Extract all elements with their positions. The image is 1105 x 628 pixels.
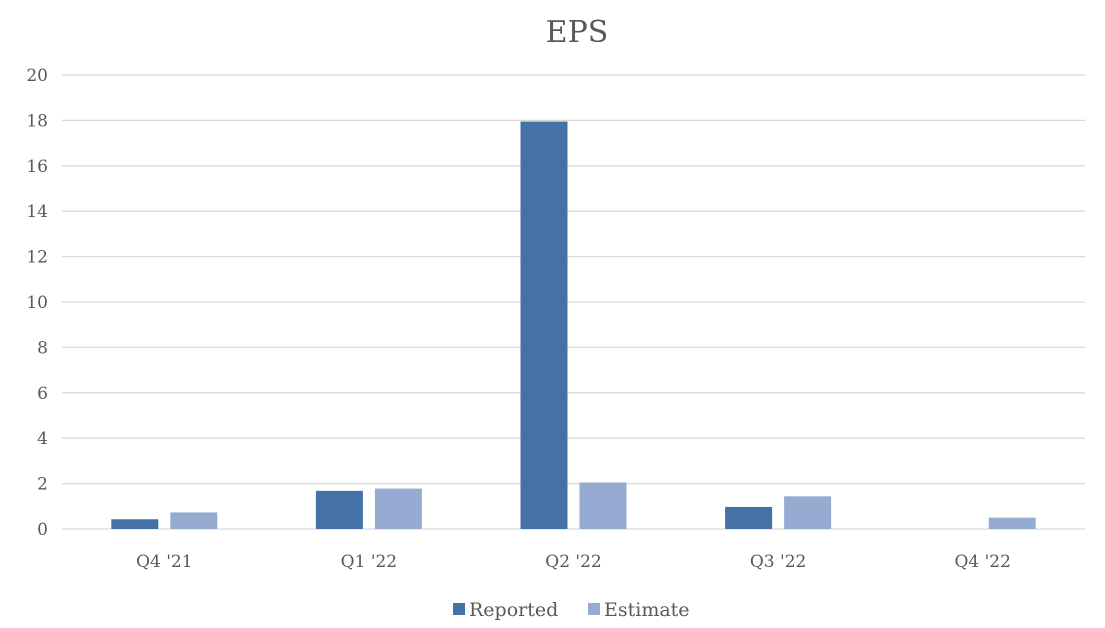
legend: Reported Estimate (453, 599, 690, 621)
x-axis-ticks: Q4 '21 Q1 '22 Q2 '22 Q3 '22 Q4 '22 (136, 552, 1011, 572)
bar-estimate-2 (579, 482, 627, 529)
y-tick-label: 14 (26, 202, 48, 222)
x-tick-label: Q4 '21 (136, 552, 192, 572)
legend-swatch-reported (453, 603, 465, 615)
y-tick-label: 4 (37, 429, 48, 449)
legend-swatch-estimate (588, 603, 600, 615)
chart-title: EPS (546, 15, 609, 50)
y-tick-label: 20 (26, 66, 48, 86)
x-tick-label: Q1 '22 (341, 552, 397, 572)
x-tick-label: Q2 '22 (545, 552, 601, 572)
bar-estimate-3 (784, 496, 832, 529)
y-tick-label: 2 (37, 475, 48, 495)
bars (111, 121, 1036, 529)
y-tick-label: 6 (37, 384, 48, 404)
bar-reported-2 (520, 121, 568, 529)
bar-reported-0 (111, 519, 159, 529)
bar-estimate-4 (988, 517, 1036, 529)
gridlines (62, 74, 1085, 530)
bar-estimate-0 (170, 512, 218, 529)
x-tick-label: Q3 '22 (750, 552, 806, 572)
y-tick-label: 8 (37, 338, 48, 358)
x-tick-label: Q4 '22 (954, 552, 1010, 572)
legend-label-estimate: Estimate (604, 599, 690, 621)
y-tick-label: 16 (26, 157, 48, 177)
y-tick-label: 10 (26, 293, 48, 313)
bar-reported-1 (315, 490, 363, 529)
y-tick-label: 0 (37, 520, 48, 540)
y-tick-label: 18 (26, 111, 48, 131)
bar-reported-3 (725, 506, 773, 529)
legend-label-reported: Reported (469, 599, 558, 621)
y-axis-ticks: 0 2 4 6 8 10 12 14 16 18 20 (26, 66, 48, 540)
y-tick-label: 12 (26, 248, 48, 268)
bar-estimate-1 (374, 488, 422, 529)
